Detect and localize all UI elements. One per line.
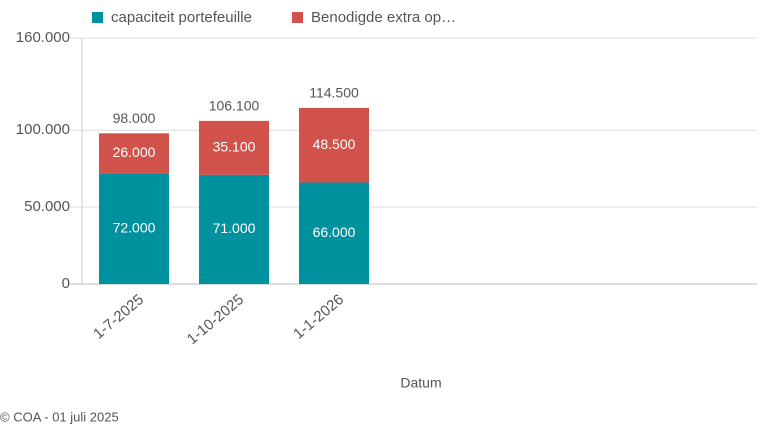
bar-segment <box>199 174 269 284</box>
bar-segment <box>99 173 169 284</box>
bar-segment <box>299 107 369 183</box>
value-label: 26.000 <box>113 144 156 160</box>
value-label: 48.500 <box>313 136 356 152</box>
total-label: 98.000 <box>113 110 156 126</box>
bar-segment <box>299 182 369 284</box>
y-tick-label: 0 <box>62 275 70 292</box>
footer: © COA - 01 juli 2025 <box>0 409 119 424</box>
legend-label: Benodigde extra op… <box>311 9 456 26</box>
x-tick-label: 1-1-2026 <box>290 291 347 343</box>
x-axis-label: Datum <box>400 375 441 391</box>
x-tick-label: 1-10-2025 <box>184 291 247 348</box>
y-tick-label: 100.000 <box>16 121 70 138</box>
legend-swatch <box>292 12 303 23</box>
value-label: 71.000 <box>213 220 256 236</box>
total-label: 106.100 <box>209 98 260 114</box>
total-label: 114.500 <box>309 85 359 101</box>
y-tick-label: 160.000 <box>16 29 70 46</box>
bar-segment <box>199 120 269 175</box>
value-label: 72.000 <box>113 219 156 235</box>
value-label: 35.100 <box>213 139 256 155</box>
x-tick-label: 1-7-2025 <box>90 291 147 343</box>
bar-segment <box>99 133 169 174</box>
value-label: 66.000 <box>313 224 356 240</box>
legend-label: capaciteit portefeuille <box>111 9 252 26</box>
legend-swatch <box>92 12 103 23</box>
y-tick-label: 50.000 <box>24 198 70 215</box>
